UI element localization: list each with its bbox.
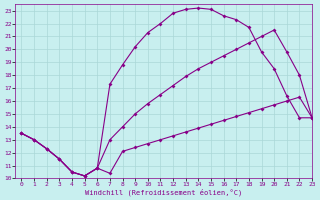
- X-axis label: Windchill (Refroidissement éolien,°C): Windchill (Refroidissement éolien,°C): [85, 188, 242, 196]
